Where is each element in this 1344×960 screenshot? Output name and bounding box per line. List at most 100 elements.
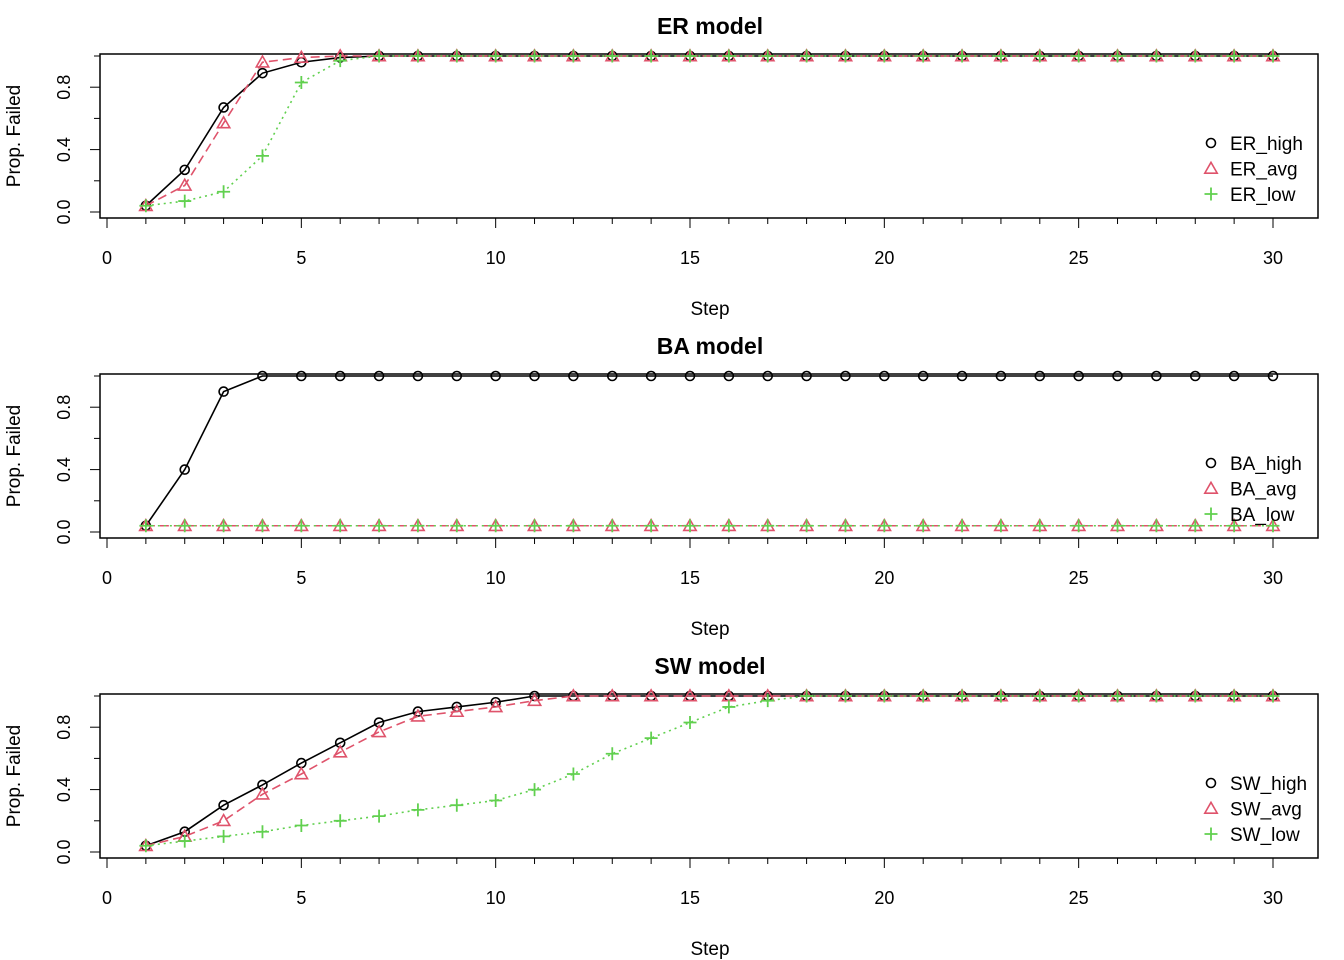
- data-point-BA_low: [372, 519, 386, 533]
- y-axis-label: Prop. Failed: [4, 85, 25, 187]
- data-point-BA_high: [684, 370, 696, 382]
- data-point-SW_low: [411, 803, 425, 817]
- data-point-BA_low: [1111, 519, 1125, 533]
- x-tick-label: 20: [874, 568, 894, 588]
- x-tick-label: 20: [874, 888, 894, 908]
- data-point-SW_avg: [643, 688, 659, 702]
- data-point-BA_high: [490, 370, 501, 382]
- data-point-SW_avg: [682, 688, 698, 702]
- data-point-BA_low: [489, 519, 503, 533]
- data-point-SW_avg: [488, 699, 504, 713]
- data-point-BA_high: [1151, 370, 1162, 382]
- data-point-ER_high: [218, 102, 229, 113]
- data-point-BA_low: [605, 519, 619, 533]
- legend-marker-BA_low: [1204, 507, 1218, 521]
- data-point-ER_low: [722, 49, 736, 63]
- data-point-BA_high: [1189, 370, 1201, 382]
- data-point-SW_avg: [526, 692, 543, 707]
- data-point-ER_low: [916, 49, 930, 63]
- data-point-SW_low: [800, 689, 814, 703]
- data-point-BA_low: [916, 519, 930, 533]
- legend-label: BA_low: [1230, 505, 1295, 526]
- legend-marker-ER_low: [1204, 187, 1218, 201]
- data-point-SW_avg: [410, 708, 426, 722]
- series-line-BA_high: [145, 375, 1273, 527]
- data-point-SW_low: [955, 689, 969, 703]
- data-point-ER_low: [450, 49, 464, 63]
- data-point-BA_low: [217, 519, 231, 533]
- x-tick-label: 25: [1069, 888, 1089, 908]
- x-tick-label: 25: [1069, 568, 1089, 588]
- data-point-BA_low: [450, 519, 464, 533]
- series-line-SW_avg: [145, 695, 1273, 847]
- legend-label: SW_high: [1230, 774, 1307, 795]
- y-tick-label: 0.4: [54, 777, 74, 802]
- data-point-BA_high: [1034, 370, 1046, 382]
- data-point-BA_high: [257, 370, 268, 382]
- data-point-SW_low: [1149, 689, 1163, 703]
- data-point-ER_low: [605, 49, 619, 63]
- series-line-SW_low: [145, 695, 1273, 847]
- data-point-ER_low: [333, 54, 347, 68]
- x-tick-label: 30: [1263, 568, 1283, 588]
- data-point-BA_low: [722, 519, 736, 533]
- x-tick-label: 20: [874, 248, 894, 268]
- x-tick-label: 0: [102, 568, 112, 588]
- data-point-BA_low: [294, 519, 308, 533]
- legend-label: ER_low: [1230, 185, 1296, 206]
- y-axis-label: Prop. Failed: [4, 405, 25, 507]
- data-point-ER_low: [1111, 49, 1125, 63]
- data-point-ER_low: [255, 149, 269, 163]
- data-point-BA_low: [1149, 519, 1163, 533]
- x-axis-label: Step: [690, 939, 729, 960]
- data-point-BA_high: [568, 370, 579, 382]
- legend-label: SW_avg: [1230, 800, 1302, 821]
- data-point-SW_low: [489, 794, 503, 808]
- data-point-BA_high: [529, 370, 540, 382]
- x-tick-label: 5: [296, 568, 306, 588]
- y-tick-label: 0.0: [54, 199, 74, 224]
- data-point-ER_avg: [216, 115, 232, 129]
- x-tick-label: 30: [1263, 248, 1283, 268]
- data-point-BA_high: [879, 370, 890, 382]
- y-axis-label: Prop. Failed: [4, 725, 25, 827]
- data-point-SW_high: [218, 799, 229, 811]
- data-point-ER_low: [1149, 49, 1163, 63]
- data-point-BA_high: [412, 370, 424, 382]
- data-point-BA_high: [956, 370, 968, 382]
- legend-label: ER_high: [1230, 134, 1303, 155]
- y-tick-label: 0.0: [54, 839, 74, 864]
- chart-title: BA model: [657, 333, 764, 359]
- y-tick-label: 0.8: [54, 715, 74, 740]
- data-point-SW_avg: [565, 688, 581, 702]
- data-point-SW_avg: [332, 744, 348, 758]
- data-point-ER_avg: [177, 177, 193, 191]
- data-point-BA_low: [800, 519, 814, 533]
- data-point-SW_low: [916, 689, 930, 703]
- data-point-SW_low: [1266, 689, 1280, 703]
- data-point-SW_low: [877, 689, 891, 703]
- data-point-ER_avg: [293, 49, 309, 64]
- chart-panel-3: SW model 0 5 10 15 20 25 30 Step 0.0 0.4 0.8 Prop. F…: [4, 653, 1319, 960]
- series-line-ER_high: [145, 55, 1273, 207]
- data-point-SW_low: [294, 818, 308, 832]
- legend-marker-BA_high: [1205, 457, 1217, 469]
- data-point-BA_low: [1188, 519, 1202, 533]
- chart-panel-2: BA model 0 5 10 15 20 25 30 Step 0.0 0.4 0.8 Prop. F…: [4, 333, 1319, 640]
- data-point-BA_high: [1267, 370, 1279, 382]
- x-axis-label: Step: [690, 619, 729, 640]
- data-point-BA_high: [995, 370, 1007, 382]
- data-point-SW_low: [1033, 689, 1047, 703]
- data-point-BA_low: [955, 519, 969, 533]
- data-point-BA_low: [411, 519, 425, 533]
- data-point-ER_low: [1033, 49, 1047, 63]
- plot-frame: [99, 693, 1319, 859]
- data-point-BA_high: [606, 370, 618, 382]
- chart-panel-1: ER model 0 5 10 15 20 25 30 Step 0.0 0.4 0.8 Prop. F…: [4, 13, 1319, 320]
- data-point-SW_low: [722, 700, 736, 714]
- data-point-BA_high: [373, 370, 385, 382]
- x-tick-label: 15: [680, 248, 700, 268]
- data-point-SW_low: [683, 716, 697, 730]
- data-point-ER_high: [179, 164, 191, 176]
- data-point-BA_low: [566, 519, 580, 533]
